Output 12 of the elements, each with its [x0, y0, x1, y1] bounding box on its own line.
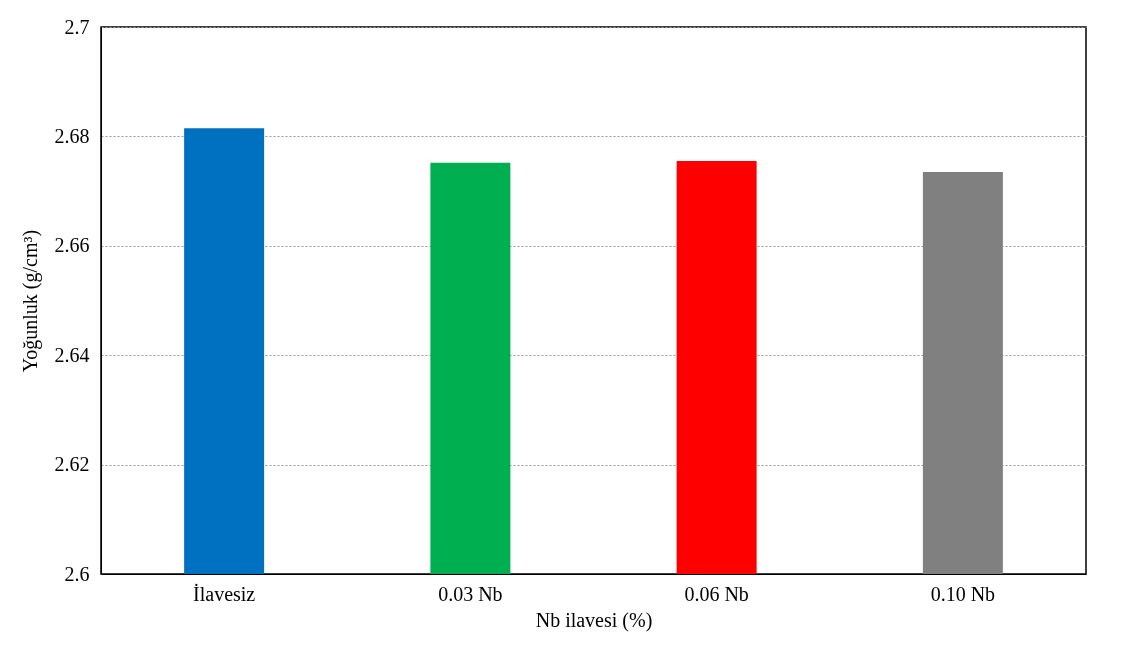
x-axis-title: Nb ilavesi (%)	[535, 608, 653, 632]
y-tick-label: 2.7	[64, 15, 90, 38]
x-tick-label: 0.03 Nb	[438, 582, 503, 605]
y-tick-label: 2.6	[64, 562, 90, 585]
x-tick-label: 0.06 Nb	[684, 582, 749, 605]
y-tick-label: 2.68	[54, 124, 90, 147]
x-tick-label: İlavesiz	[193, 582, 256, 605]
y-tick-label: 2.66	[54, 234, 90, 257]
y-axis-title: Yoğunluk (g/cm³)	[18, 229, 42, 373]
x-tick-label: 0.10 Nb	[930, 582, 996, 605]
y-tick-label: 2.62	[54, 453, 90, 476]
y-tick-label: 2.64	[54, 343, 90, 366]
